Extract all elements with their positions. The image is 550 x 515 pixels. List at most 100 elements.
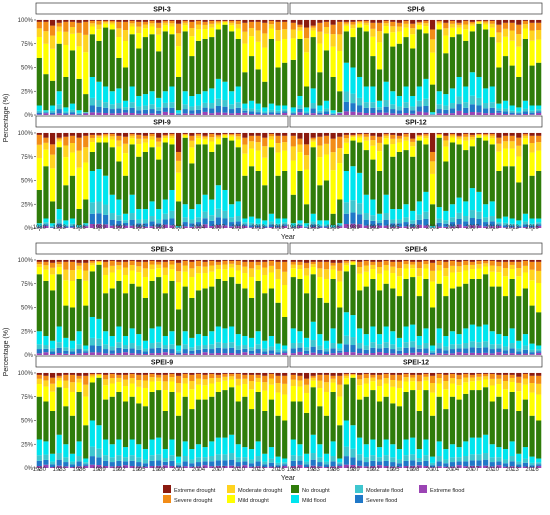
bar-spei-12-1997-mild-drought [403, 381, 409, 392]
bar-spei-6-1988-no-drought [343, 271, 349, 313]
bar-spi-9-1982-moderate-flood [49, 225, 56, 227]
bar-spei-3-2016-mild-flood [275, 343, 281, 350]
bar-spi-6-1994-mild-flood [383, 81, 389, 101]
bar-spei-6-1984-mild-flood [317, 334, 323, 346]
bar-spei-6-1992-mild-flood [370, 326, 376, 343]
bar-spi-6-1987-extreme-flood [337, 113, 343, 115]
bar-spi-12-1982-severe-flood [303, 226, 310, 228]
bar-spi-9-1986-severe-drought [76, 137, 82, 151]
bar-spi-12-1996-mild-flood [396, 208, 402, 220]
bar-spi-9-2016-severe-flood [275, 225, 281, 228]
bar-spi-3-1992-no-drought [116, 57, 122, 89]
bar-spi-9-2016-extreme-drought [275, 132, 281, 136]
bar-spei-12-2008-mild-drought [476, 380, 482, 391]
bar-spi-9-2008-mild-drought [222, 135, 228, 138]
bar-spei-12-2003-moderate-drought [443, 381, 449, 390]
bar-spi-9-2010-severe-flood [235, 221, 241, 227]
bar-spi-6-1999-no-drought [416, 29, 422, 87]
bar-spi-6-1997-no-drought [403, 37, 409, 87]
bar-spi-3-2007-moderate-flood [215, 98, 221, 106]
bar-spei-12-1987-moderate-flood [337, 462, 343, 465]
bar-spi-3-1999-extreme-flood [162, 111, 168, 115]
bar-spi-12-1994-mild-drought [383, 138, 389, 145]
bar-spi-6-2009-extreme-flood [483, 113, 489, 115]
bar-spei-9-1988-extreme-drought [89, 372, 95, 374]
bar-spei-12-1990-extreme-flood [357, 465, 363, 468]
bar-spei-6-2010-extreme-flood [489, 353, 495, 355]
bar-spei-3-2005-moderate-drought [202, 266, 208, 274]
bar-spi-6-1994-severe-flood [383, 106, 389, 113]
bar-spei-9-1998-moderate-flood [156, 454, 162, 461]
bar-spi-3-1987-extreme-flood [83, 113, 89, 115]
upper-x-axis-label: Year [281, 234, 296, 241]
bar-spei-12-1986-mild-drought [330, 382, 336, 392]
bar-spei-12-2004-mild-flood [449, 444, 456, 458]
bar-spei-12-1986-extreme-flood [330, 466, 336, 468]
bar-spei-6-1996-severe-flood [396, 350, 402, 354]
bar-spei-3-1999-no-drought [162, 293, 168, 336]
bar-spei-6-1997-no-drought [403, 278, 409, 327]
bar-spei-6-1983-mild-flood [310, 321, 316, 341]
bar-spi-9-1993-mild-drought [122, 153, 129, 176]
bar-spi-9-1981-severe-flood [43, 224, 49, 226]
bar-spei-3-1981-no-drought [43, 280, 49, 336]
bar-spi-9-1981-severe-drought [43, 137, 49, 143]
bar-spei-12-1989-no-drought [350, 377, 356, 426]
bar-spei-12-1992-extreme-flood [370, 466, 376, 468]
bar-spei-9-1999-moderate-drought [162, 381, 168, 391]
bar-spei-12-2005-mild-drought [456, 385, 462, 400]
bar-spi-6-1990-extreme-drought [357, 19, 363, 21]
bar-spi-6-1985-moderate-flood [323, 108, 330, 112]
bar-spi-9-2015-mild-flood [268, 213, 274, 222]
bar-spei-9-1999-moderate-flood [162, 458, 168, 462]
bar-spei-9-1983-mild-flood [56, 434, 62, 454]
bar-spei-6-1995-moderate-flood [390, 344, 396, 350]
bar-spei-9-1994-no-drought [129, 396, 135, 440]
bar-spi-12-2014-moderate-flood [516, 224, 522, 227]
bar-spei-3-1991-extreme-drought [109, 259, 115, 261]
bar-spi-6-1991-no-drought [363, 31, 369, 87]
bar-spi-6-1988-extreme-flood [343, 111, 349, 115]
bar-spei-3-1984-moderate-flood [63, 347, 69, 351]
bar-spei-6-1999-severe-flood [416, 348, 422, 353]
bar-spei-3-1984-severe-flood [63, 350, 69, 354]
y-tick-label: 25% [21, 89, 34, 95]
bar-spi-6-1986-severe-flood [330, 113, 336, 115]
bar-spi-6-1996-no-drought [396, 43, 402, 96]
bar-spei-9-1990-moderate-flood [103, 455, 109, 461]
bar-spi-6-1995-extreme-flood [390, 113, 396, 115]
bar-spei-12-1995-no-drought [390, 403, 396, 445]
bar-spi-9-2000-mild-flood [169, 189, 175, 211]
bar-spi-9-2005-extreme-drought [202, 132, 208, 136]
bar-spi-3-1985-mild-drought [69, 33, 76, 51]
bar-spei-12-2002-moderate-flood [436, 456, 442, 462]
bar-spei-9-2006-extreme-drought [209, 372, 215, 374]
bar-spei-9-1984-moderate-drought [63, 380, 69, 389]
bar-spi-9-1990-severe-drought [103, 133, 109, 136]
bar-spi-6-2013-moderate-drought [509, 30, 515, 41]
bar-spi-6-2010-moderate-flood [489, 102, 495, 108]
bar-spei-9-1987-mild-flood [83, 458, 89, 463]
bar-spi-6-2017-moderate-flood [536, 109, 542, 112]
bar-spei-3-1989-moderate-drought [96, 261, 102, 263]
bar-spei-6-2011-mild-flood [496, 334, 502, 345]
bar-spi-3-2011-moderate-drought [242, 31, 248, 44]
bar-spi-12-1988-no-drought [343, 153, 349, 171]
lower-x-axis-label: Year [281, 475, 296, 482]
bar-spei-6-1999-extreme-flood [416, 352, 422, 355]
bar-spei-9-2015-severe-flood [268, 462, 274, 467]
bar-spei-12-1991-mild-drought [363, 383, 369, 397]
bar-spei-12-1983-no-drought [310, 387, 316, 435]
bar-spei-9-2012-mild-drought [248, 389, 255, 410]
bar-spei-12-2012-mild-flood [502, 448, 509, 460]
bar-spei-3-1986-mild-drought [76, 269, 82, 279]
bar-spei-9-2009-moderate-drought [229, 376, 235, 380]
bar-spei-12-1989-mild-flood [350, 425, 356, 449]
bar-spi-6-1982-moderate-flood [303, 111, 310, 114]
bar-spei-6-2002-severe-flood [436, 348, 442, 354]
bar-spi-3-1992-moderate-drought [116, 28, 122, 38]
bar-spei-3-2010-mild-flood [235, 334, 241, 346]
bar-spi-6-2015-extreme-drought [522, 19, 528, 21]
bar-spei-9-2007-mild-flood [215, 437, 221, 455]
y-tick-label: 0% [24, 353, 33, 359]
